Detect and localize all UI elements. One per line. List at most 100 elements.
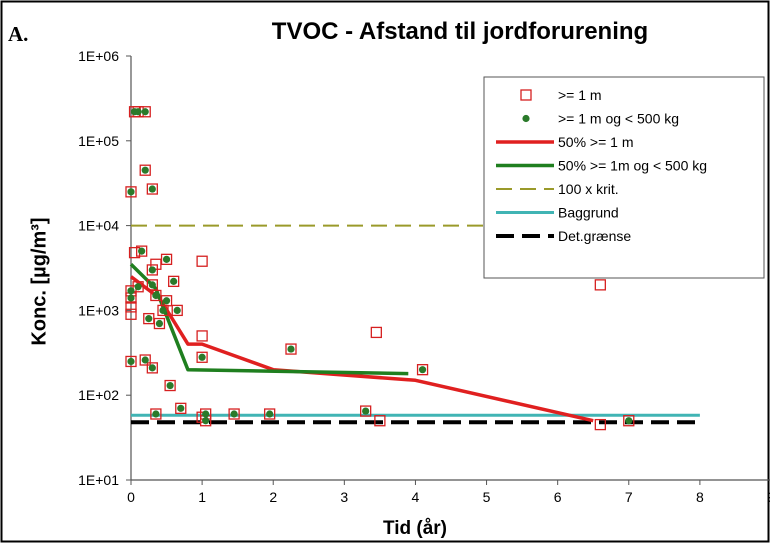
data-point-square bbox=[164, 379, 176, 392]
data-point-dot bbox=[202, 417, 210, 425]
x-tick-label: 2 bbox=[269, 489, 277, 505]
data-point-square bbox=[416, 364, 429, 376]
legend-swatch bbox=[522, 114, 530, 123]
data-point-square bbox=[228, 408, 240, 420]
data-point-square bbox=[160, 295, 173, 307]
data-point-dot bbox=[170, 277, 178, 285]
legend-label: 50% >= 1 m bbox=[558, 134, 634, 150]
data-point-square bbox=[196, 351, 208, 363]
x-tick-label: 1 bbox=[198, 489, 206, 505]
data-point-dot bbox=[418, 366, 427, 374]
data-point-dot bbox=[127, 287, 135, 295]
data-point-square bbox=[150, 258, 162, 270]
data-point-dot bbox=[148, 185, 156, 193]
data-point-dot bbox=[625, 417, 633, 425]
data-point-dot bbox=[141, 108, 149, 116]
data-point-dot bbox=[148, 364, 156, 372]
data-point-dot bbox=[148, 266, 156, 274]
x-tick-label: 5 bbox=[483, 489, 491, 505]
data-point-square bbox=[594, 279, 606, 291]
data-point-square bbox=[143, 312, 155, 325]
data-point-dot bbox=[134, 108, 142, 116]
data-point-dot bbox=[134, 283, 142, 291]
data-point-square bbox=[153, 317, 166, 330]
data-point-dot bbox=[141, 356, 149, 364]
data-point-dot bbox=[230, 410, 238, 418]
data-point-square bbox=[171, 304, 183, 317]
data-point-dot bbox=[173, 306, 181, 314]
data-point-square bbox=[150, 289, 162, 302]
y-tick-label: 1E+06 bbox=[78, 48, 119, 64]
data-point-dot bbox=[138, 247, 146, 255]
x-tick-label: 4 bbox=[412, 489, 420, 505]
data-point-dot bbox=[152, 410, 160, 418]
data-point-dot bbox=[159, 306, 167, 314]
data-point-square bbox=[150, 408, 162, 420]
data-point-dot bbox=[198, 353, 206, 361]
y-tick-label: 1E+03 bbox=[78, 302, 119, 318]
data-point-dot bbox=[127, 188, 135, 196]
data-point-square bbox=[196, 330, 208, 342]
data-point-square bbox=[175, 402, 187, 414]
legend-label: 100 x krit. bbox=[558, 181, 619, 197]
x-tick-label: 6 bbox=[554, 489, 562, 505]
data-point-square bbox=[360, 405, 372, 417]
data-point-dot bbox=[145, 315, 153, 323]
data-point-square bbox=[125, 301, 137, 313]
data-point-square bbox=[160, 253, 173, 265]
data-point-square bbox=[139, 354, 151, 366]
data-point-square bbox=[374, 415, 386, 427]
data-point-dot bbox=[287, 345, 295, 353]
x-tick-label: 8 bbox=[696, 489, 704, 505]
median-line bbox=[129, 275, 594, 423]
data-point-square bbox=[168, 275, 180, 288]
data-point-square bbox=[370, 326, 382, 339]
legend-label: 50% >= 1m og < 500 kg bbox=[558, 158, 707, 174]
x-tick-label: 9 bbox=[767, 489, 770, 505]
legend-swatch bbox=[520, 89, 532, 101]
data-point-square bbox=[146, 362, 158, 374]
data-point-dot bbox=[127, 357, 135, 366]
x-tick-label: 3 bbox=[340, 489, 348, 505]
x-axis-label: Tid (år) bbox=[382, 518, 448, 539]
data-point-square bbox=[264, 408, 276, 420]
chart-title: TVOC - Afstand til jordforurening bbox=[271, 18, 649, 45]
y-tick-label: 1E+04 bbox=[78, 218, 119, 234]
data-point-dot bbox=[148, 281, 156, 289]
legend-label: >= 1 m bbox=[558, 87, 602, 103]
legend-label: >= 1 m og < 500 kg bbox=[558, 111, 679, 127]
y-tick-label: 1E+05 bbox=[78, 133, 119, 149]
data-point-square bbox=[132, 281, 144, 293]
data-point-dot bbox=[166, 381, 174, 390]
data-point-dot bbox=[141, 166, 149, 174]
data-point-dot bbox=[162, 255, 171, 263]
data-point-square bbox=[285, 343, 297, 355]
data-point-square bbox=[125, 355, 137, 368]
data-point-square bbox=[146, 183, 158, 195]
data-point-dot bbox=[127, 294, 135, 302]
data-point-dot bbox=[155, 319, 164, 328]
data-point-square bbox=[594, 418, 606, 431]
data-point-dot bbox=[177, 404, 185, 412]
data-point-square bbox=[136, 245, 148, 257]
data-point-square bbox=[196, 255, 208, 267]
data-point-dot bbox=[362, 407, 370, 415]
y-tick-label: 1E+02 bbox=[78, 387, 119, 403]
data-point-square bbox=[146, 264, 158, 276]
panel-label: A. bbox=[8, 22, 29, 46]
legend-label: Baggrund bbox=[558, 205, 619, 221]
x-tick-label: 0 bbox=[127, 489, 135, 505]
data-point-dot bbox=[162, 297, 171, 305]
legend-label: Det.grænse bbox=[558, 228, 631, 244]
y-tick-label: 1E+01 bbox=[78, 472, 119, 488]
median-line bbox=[129, 263, 409, 376]
legend-box bbox=[483, 76, 765, 279]
data-point-square bbox=[125, 186, 137, 198]
data-point-square bbox=[139, 164, 151, 176]
x-tick-label: 7 bbox=[625, 489, 633, 505]
data-point-square bbox=[623, 415, 635, 427]
data-point-dot bbox=[202, 410, 210, 418]
